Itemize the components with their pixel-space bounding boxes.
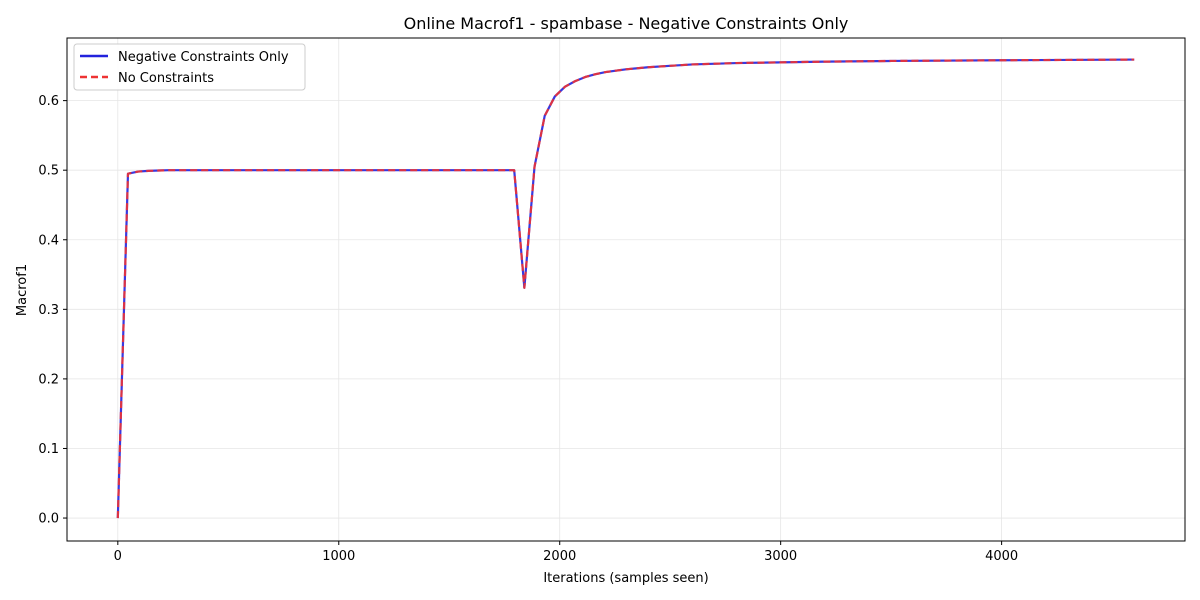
y-tick-label: 0.0 — [38, 512, 59, 527]
x-tick-label: 0 — [114, 549, 122, 564]
x-tick-label: 1000 — [322, 549, 355, 564]
series-line-negative-constraints-only — [116, 58, 1135, 519]
x-tick-label: 3000 — [764, 549, 797, 564]
x-axis-label: Iterations (samples seen) — [543, 571, 708, 586]
legend-label-no-constraints: No Constraints — [118, 71, 214, 86]
y-axis-label: Macrof1 — [15, 264, 30, 316]
y-tick-label: 0.2 — [38, 372, 59, 387]
x-tick-label: 2000 — [543, 549, 576, 564]
plot-frame — [66, 37, 1186, 542]
grid — [67, 38, 1185, 541]
y-axis: 0.0 0.1 0.2 0.3 0.4 0.5 0.6 — [38, 94, 67, 527]
series-line-no-constraints — [116, 58, 1135, 519]
legend: Negative Constraints Only No Constraints — [73, 43, 306, 91]
x-axis: 0 1000 2000 3000 4000 — [114, 541, 1018, 564]
chart-title: Online Macrof1 - spambase - Negative Con… — [404, 14, 849, 33]
legend-label-negative-constraints-only: Negative Constraints Only — [118, 50, 289, 65]
y-tick-label: 0.1 — [38, 442, 59, 457]
y-tick-label: 0.3 — [38, 303, 59, 318]
y-tick-label: 0.4 — [38, 233, 59, 248]
y-tick-label: 0.5 — [38, 164, 59, 179]
series-layer — [116, 58, 1135, 519]
x-tick-label: 4000 — [985, 549, 1018, 564]
legend-box — [73, 43, 306, 91]
y-tick-label: 0.6 — [38, 94, 59, 109]
